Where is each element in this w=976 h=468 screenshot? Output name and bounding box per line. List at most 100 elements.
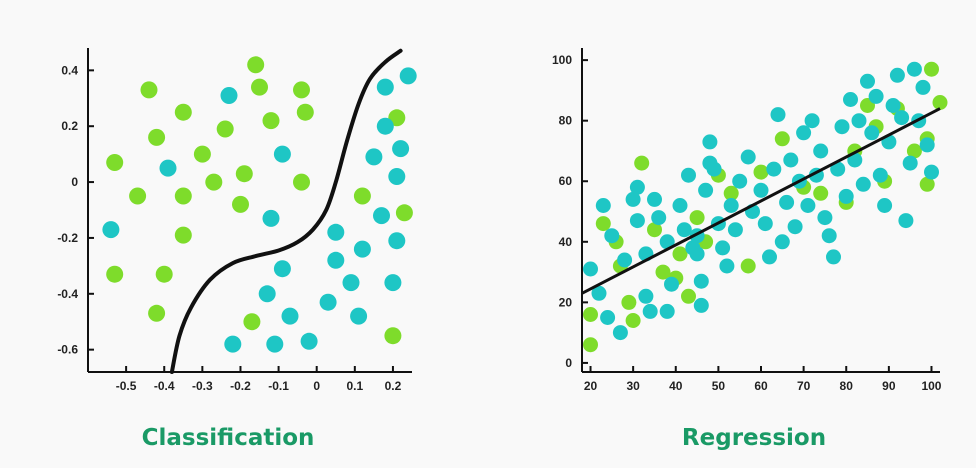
reg-point-teal — [864, 125, 880, 141]
cls-y-tick-label: -0.6 — [57, 343, 78, 357]
cls-y-tick-label: -0.2 — [57, 231, 78, 245]
reg-point-green — [774, 131, 790, 147]
reg-x-tick-label: 60 — [754, 379, 768, 393]
reg-y-tick-label: 20 — [559, 295, 573, 309]
reg-point-teal — [830, 161, 846, 177]
reg-point-teal — [906, 61, 922, 77]
reg-point-teal — [612, 325, 628, 341]
reg-point-teal — [851, 113, 867, 129]
reg-point-teal — [796, 125, 812, 141]
reg-point-green — [723, 185, 739, 201]
cls-point-teal — [266, 335, 284, 353]
reg-point-teal — [766, 161, 782, 177]
reg-point-teal — [885, 98, 901, 113]
classification-points — [102, 56, 417, 353]
cls-point-teal — [327, 223, 345, 241]
classification-chart: 0.4 0.2 0 -0.2 -0.4 -0.6 -0.5 -0.4 -0.3 -0.2 -0.1 0… — [57, 48, 417, 451]
reg-point-teal — [604, 228, 620, 244]
reg-point-teal — [919, 137, 935, 153]
cls-point-teal — [388, 168, 406, 185]
reg-point-teal — [787, 219, 803, 235]
cls-point-teal — [258, 285, 276, 303]
regression-axes: 0 20 40 60 80 100 20 30 40 50 60 70 80 90 100 — [552, 48, 942, 393]
reg-point-teal — [706, 161, 722, 177]
reg-point-teal — [847, 152, 863, 168]
reg-y-tick-label: 0 — [565, 356, 572, 370]
regression-points — [583, 61, 948, 353]
cls-point-green — [243, 313, 261, 331]
reg-point-teal — [647, 191, 662, 207]
cls-point-green — [205, 173, 223, 191]
reg-x-tick-label: 30 — [626, 379, 640, 393]
cls-x-tick-label: 0.2 — [385, 379, 402, 393]
reg-x-tick-label: 90 — [882, 379, 896, 393]
reg-point-teal — [821, 228, 837, 244]
cls-x-tick-label: -0.3 — [192, 379, 213, 393]
reg-x-tick-label: 40 — [669, 379, 683, 393]
cls-y-tick-label: 0 — [71, 175, 78, 189]
cls-y-tick-label: 0.4 — [61, 63, 78, 77]
cls-point-teal — [220, 87, 238, 104]
cls-point-green — [235, 165, 253, 183]
reg-point-teal — [860, 73, 875, 89]
reg-point-green — [681, 288, 696, 304]
reg-point-teal — [600, 310, 616, 325]
reg-point-teal — [693, 297, 709, 313]
reg-point-teal — [868, 88, 884, 104]
reg-point-teal — [843, 92, 858, 107]
reg-point-green — [932, 95, 948, 110]
reg-point-teal — [783, 152, 799, 168]
cls-point-green — [293, 81, 310, 99]
cls-point-green — [353, 187, 371, 205]
reg-point-teal — [924, 164, 939, 180]
cls-point-teal — [327, 251, 345, 269]
cls-point-green — [251, 78, 268, 96]
cls-x-tick-label: -0.4 — [154, 379, 175, 393]
reg-point-teal — [629, 179, 645, 195]
cls-x-tick-label: -0.2 — [230, 379, 251, 393]
cls-x-tick-label: -0.5 — [116, 379, 137, 393]
cls-point-green — [216, 120, 234, 138]
reg-point-teal — [774, 234, 790, 250]
reg-point-teal — [659, 303, 675, 319]
reg-point-teal — [664, 276, 679, 292]
reg-y-tick-label: 40 — [559, 235, 573, 249]
reg-point-teal — [617, 252, 633, 268]
reg-x-tick-label: 80 — [840, 379, 854, 393]
cls-point-green — [148, 128, 166, 146]
reg-point-teal — [762, 249, 777, 265]
cls-point-green — [174, 103, 192, 121]
reg-point-green — [655, 264, 671, 280]
cls-point-green — [232, 195, 249, 213]
cls-point-green — [262, 112, 280, 130]
reg-point-green — [919, 176, 935, 192]
cls-point-teal — [273, 145, 291, 163]
cls-point-green — [155, 265, 173, 283]
reg-point-green — [672, 246, 688, 262]
reg-point-teal — [889, 67, 905, 83]
cls-point-green — [106, 265, 124, 283]
cls-point-green — [174, 226, 192, 244]
cls-x-tick-label: 0 — [313, 379, 320, 393]
cls-point-green — [296, 103, 314, 121]
reg-point-teal — [732, 173, 748, 189]
cls-point-green — [384, 327, 402, 345]
cls-point-green — [395, 204, 413, 222]
classification-decision-boundary — [169, 48, 403, 374]
reg-point-green — [625, 313, 641, 328]
cls-point-teal — [300, 332, 318, 350]
cls-point-teal — [159, 159, 177, 177]
regression-chart: 0 20 40 60 80 100 20 30 40 50 60 70 80 90 100 Regressi… — [552, 48, 948, 451]
reg-x-tick-label: 50 — [712, 379, 726, 393]
reg-point-green — [906, 143, 922, 159]
cls-point-teal — [392, 140, 410, 158]
reg-point-teal — [698, 182, 714, 198]
classification-title: Classification — [142, 425, 315, 451]
reg-point-teal — [681, 167, 696, 183]
reg-point-teal — [872, 167, 888, 183]
regression-title: Regression — [682, 425, 826, 451]
reg-point-green — [813, 185, 829, 201]
cls-point-teal — [262, 209, 280, 227]
reg-point-teal — [817, 210, 833, 226]
reg-point-teal — [676, 222, 692, 238]
